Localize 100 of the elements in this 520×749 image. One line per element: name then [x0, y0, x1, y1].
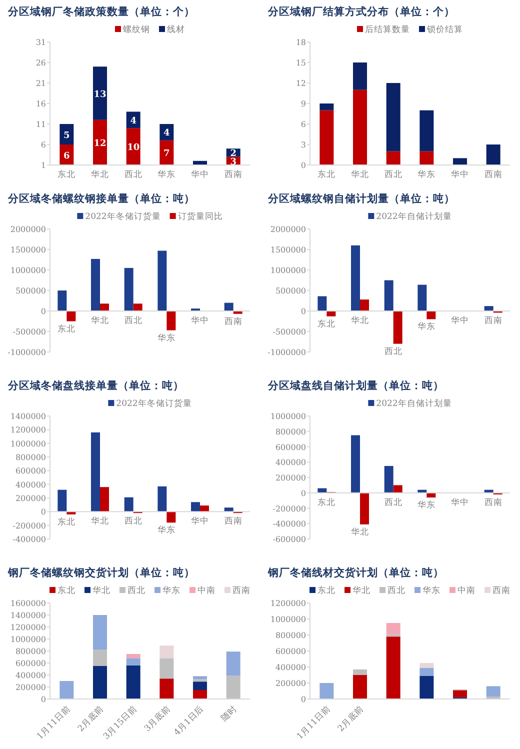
chart-title: 分区域冬储盘线接单量（单位：吨）: [7, 379, 184, 392]
x-tick-label: 1月11日前: [294, 703, 333, 742]
legend-label: 华东: [162, 585, 180, 596]
y-tick-label: 1000000: [10, 266, 46, 275]
legend-label: 西南: [492, 585, 510, 596]
x-tick-label: 东北: [318, 496, 336, 508]
y-tick-label: 600000: [275, 442, 306, 452]
chart-title: 分区域螺纹钢自储计划量（单位：吨）: [267, 192, 455, 205]
y-tick-label: -400000: [272, 520, 306, 529]
y-tick-label: 600000: [15, 466, 46, 476]
y-tick-label: 0: [300, 695, 306, 704]
y-tick-label: 600000: [15, 659, 46, 668]
data-label: 3: [230, 157, 236, 168]
x-tick-label: 华北: [351, 169, 369, 180]
legend-label: 2022年自储计划量: [376, 211, 452, 222]
x-tick-label: 西北: [384, 496, 402, 508]
x-tick-label: 4月1日后: [172, 703, 206, 738]
data-label: 5: [64, 130, 70, 141]
y-tick-label: 1: [40, 161, 46, 170]
legend-label: 2022年自储计划量: [376, 398, 452, 409]
y-tick-label: 800000: [275, 631, 306, 640]
y-tick-label: 200000: [15, 683, 46, 692]
legend-label: 西南: [232, 585, 250, 596]
y-tick-label: 18: [296, 38, 306, 47]
legend-label: 螺纹钢: [123, 24, 150, 35]
y-tick-label: 1600000: [10, 599, 46, 608]
legend-label: 2022年冬储订货量: [85, 211, 161, 222]
x-tick-label: 东北: [58, 516, 76, 528]
x-tick-label: 随时: [218, 703, 240, 724]
x-tick-label: 西北: [124, 516, 142, 527]
x-tick-label: 3月15日前: [101, 703, 140, 742]
legend-label: 线材: [167, 24, 185, 35]
x-tick-label: 东北: [58, 169, 76, 180]
x-tick-label: 华东: [418, 499, 436, 510]
y-tick-label: 21: [36, 79, 46, 88]
y-tick-label: 1500000: [270, 246, 306, 254]
y-tick-label: 11: [36, 120, 46, 129]
x-tick-label: 3月底前: [142, 703, 173, 734]
legend-label: 华北: [92, 585, 110, 596]
y-tick-label: 800000: [15, 647, 46, 656]
x-tick-label: 东北: [58, 323, 76, 334]
y-tick-label: 400000: [275, 663, 306, 672]
y-tick-label: 1200000: [10, 623, 46, 632]
x-tick-label: 华东: [418, 169, 436, 180]
x-tick-label: 西北: [124, 315, 142, 326]
x-tick-label: 西南: [224, 169, 242, 180]
y-tick-label: 1000000: [10, 439, 46, 448]
x-tick-label: 华北: [91, 169, 109, 180]
x-tick-label: 华中: [451, 315, 469, 326]
y-tick-label: 200000: [275, 474, 306, 482]
x-tick-label: 西北: [384, 169, 402, 180]
y-tick-label: 1400000: [10, 611, 46, 620]
x-tick-label: 西南: [224, 316, 242, 327]
y-tick-label: 1400000: [10, 412, 46, 421]
y-tick-label: 0: [40, 307, 46, 316]
y-tick-label: 0: [300, 307, 306, 316]
data-label: 6: [64, 151, 70, 162]
x-tick-label: 西南: [224, 516, 242, 527]
y-tick-label: 400000: [15, 480, 46, 490]
y-tick-label: 1000000: [10, 635, 46, 644]
chart-title: 钢厂冬储螺纹钢交货计划（单位：吨）: [7, 566, 195, 579]
x-tick-label: 华中: [191, 315, 209, 326]
legend-label: 东北: [58, 585, 76, 596]
legend-label: 西北: [128, 585, 146, 596]
chart-title: 分区域冬储螺纹钢接单量（单位：吨）: [7, 192, 195, 205]
x-tick-label: 东北: [318, 318, 336, 330]
legend-label: 东北: [318, 585, 336, 596]
x-tick-label: 华中: [451, 169, 469, 180]
y-tick-label: 500000: [275, 286, 306, 296]
y-tick-label: -200000: [272, 504, 306, 514]
y-tick-label: 0: [40, 695, 46, 704]
x-tick-label: 西南: [484, 315, 502, 326]
data-label: 7: [164, 149, 170, 160]
y-tick-label: 16: [36, 100, 46, 108]
x-tick-label: 西南: [484, 496, 502, 508]
y-tick-label: -1000000: [268, 348, 306, 357]
y-tick-label: 6: [300, 120, 306, 129]
y-tick-label: 31: [36, 38, 46, 47]
y-tick-label: 3: [300, 140, 306, 150]
legend-label: 订货量同比: [178, 211, 223, 222]
y-tick-label: 800000: [275, 427, 306, 436]
y-tick-label: 600000: [275, 647, 306, 656]
x-tick-label: 2月底前: [335, 703, 366, 734]
legend-label: 华北: [352, 585, 370, 596]
y-tick-label: 1000000: [270, 266, 306, 275]
y-tick-label: 1500000: [10, 246, 46, 254]
x-tick-label: 华中: [451, 496, 469, 508]
x-tick-label: 华中: [191, 516, 209, 527]
y-tick-label: 2000000: [10, 225, 46, 234]
y-tick-label: 1000000: [270, 615, 306, 624]
y-tick-label: -400000: [12, 535, 46, 544]
y-tick-label: 200000: [275, 679, 306, 688]
x-tick-label: 东北: [318, 169, 336, 180]
y-tick-label: 0: [300, 161, 306, 170]
data-label: 4: [164, 128, 170, 139]
y-tick-label: 0: [300, 488, 306, 498]
y-tick-label: 400000: [275, 458, 306, 468]
y-tick-label: 26: [36, 58, 46, 68]
x-tick-label: 华东: [158, 169, 176, 180]
y-tick-label: 6: [40, 140, 46, 150]
